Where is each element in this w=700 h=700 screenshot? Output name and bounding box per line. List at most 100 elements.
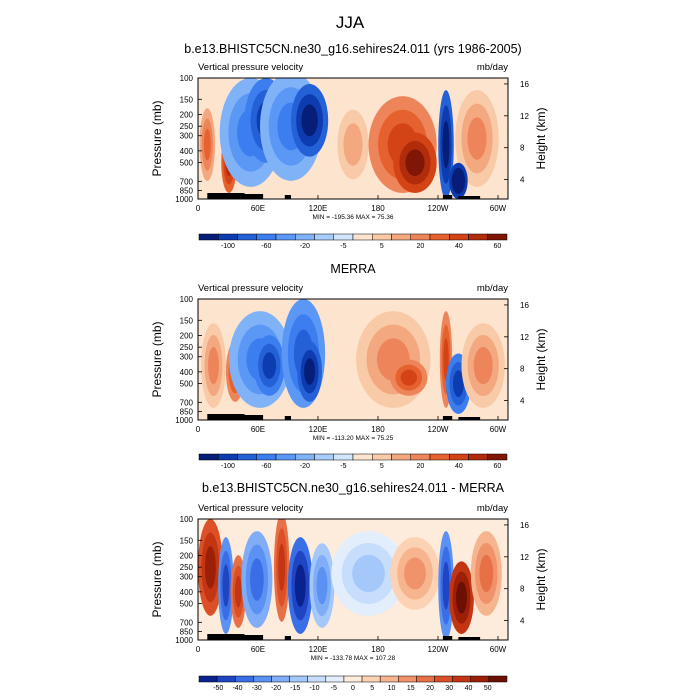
y2-tick-label: 8 [520, 585, 525, 594]
y-tick-label: 500 [180, 600, 194, 609]
colorbar-box [416, 675, 435, 683]
colorbar-box [372, 453, 392, 461]
x-tick-label: 180 [371, 645, 385, 654]
y2-tick-label: 12 [520, 333, 529, 342]
y-tick-label: 100 [180, 74, 194, 83]
colorbar-label: 5 [370, 685, 374, 692]
colorbar-label: 40 [455, 463, 463, 470]
colorbar-box [325, 675, 345, 683]
colorbar-box [256, 233, 277, 241]
y-tick-label: 500 [180, 159, 194, 168]
colorbar-box [218, 233, 238, 241]
y-tick-label: 1000 [175, 195, 193, 204]
field [198, 78, 508, 199]
contour-0-2 [208, 346, 219, 385]
y-tick-label: 150 [180, 316, 194, 325]
colorbar-box [470, 675, 490, 683]
field [198, 519, 508, 640]
panel-3: b.e13.BHISTC5CN.ne30_g16.sehires24.011 -… [150, 481, 548, 692]
contour-9-2 [442, 120, 450, 169]
colorbar-box [391, 453, 411, 461]
colorbar-label: 50 [484, 685, 492, 692]
colorbar-box [218, 453, 238, 461]
colorbar-box [449, 453, 469, 461]
contour-7-2 [352, 554, 385, 593]
x-tick-label: 0 [196, 425, 201, 434]
colorbar-box [398, 675, 417, 683]
field [198, 299, 508, 420]
contour-5-2 [294, 564, 306, 607]
topography-2 [284, 416, 291, 420]
y-tick-label: 1000 [175, 636, 193, 645]
colorbar-box [275, 233, 296, 241]
contour-3-2 [250, 558, 264, 601]
topography-1 [225, 635, 264, 640]
units-label: mb/day [477, 503, 508, 514]
contour-10-2 [467, 117, 487, 160]
y2-axis-title: Height (km) [534, 328, 548, 390]
topography-1 [225, 194, 264, 199]
x-tick-label: 120E [309, 645, 328, 654]
colorbar-box [198, 233, 219, 241]
y-tick-label: 700 [180, 398, 194, 407]
y-tick-label: 700 [180, 177, 194, 186]
colorbar-box [253, 675, 272, 683]
colorbar-label: -10 [309, 685, 319, 692]
colorbar-box [391, 233, 411, 241]
colorbar-box [468, 453, 488, 461]
plot-frame [197, 518, 509, 641]
colorbar-box [333, 233, 354, 241]
y-tick-label: 400 [180, 588, 194, 597]
colorbar-label: 5 [380, 463, 384, 470]
colorbar-box [372, 233, 392, 241]
units-label: mb/day [477, 283, 508, 294]
y2-axis-title: Height (km) [534, 107, 548, 169]
colorbar-box [289, 675, 308, 683]
y2-tick-label: 12 [520, 553, 529, 562]
y-tick-label: 700 [180, 618, 194, 627]
panel-title: b.e13.BHISTC5CN.ne30_g16.sehires24.011 -… [202, 481, 505, 495]
colorbar-label: -5 [331, 685, 337, 692]
colorbar-box [429, 453, 450, 461]
x-tick-label: 60W [490, 204, 507, 213]
colorbar-box [295, 453, 315, 461]
x-tick-label: 0 [196, 204, 201, 213]
topography-3 [442, 636, 453, 640]
y2-tick-label: 12 [520, 112, 529, 121]
topography-1 [225, 415, 264, 420]
colorbar-label: -60 [261, 463, 271, 470]
y-tick-label: 100 [180, 515, 194, 524]
colorbar-label: 20 [426, 685, 434, 692]
y-tick-label: 250 [180, 343, 194, 352]
y2-tick-label: 4 [520, 617, 525, 626]
y-tick-label: 850 [180, 407, 194, 416]
contour-4-2 [278, 543, 286, 592]
y2-tick-label: 8 [520, 144, 525, 153]
colorbar-box [343, 675, 363, 683]
panel-title: MERRA [330, 262, 376, 276]
y-axis-title: Pressure (mb) [150, 100, 164, 176]
panel-2: MERRA Vertical pressure velocity mb/day 100… [150, 262, 548, 470]
x-tick-label: 180 [371, 425, 385, 434]
panel-title: b.e13.BHISTC5CN.ne30_g16.sehires24.011 (… [184, 42, 521, 56]
colorbar-label: 0 [351, 685, 355, 692]
topography-2 [284, 636, 291, 640]
contour-9-2 [442, 561, 450, 610]
topography-4 [458, 196, 481, 199]
y-tick-label: 1000 [175, 416, 193, 425]
y-tick-label: 300 [180, 132, 194, 141]
contour-5-2 [304, 358, 316, 385]
colorbar-box [487, 233, 508, 241]
plot-frame [197, 77, 509, 200]
contour-5-2 [301, 104, 318, 137]
y2-tick-label: 8 [520, 365, 525, 374]
colorbar-label: 10 [388, 685, 396, 692]
stats-label: MIN = -195.36 MAX = 75.36 [313, 214, 394, 221]
colorbar-label: -60 [261, 243, 271, 250]
colorbar-box [410, 453, 431, 461]
y-tick-label: 250 [180, 122, 194, 131]
colorbar-label: -5 [340, 463, 346, 470]
colorbar-label: -20 [271, 685, 281, 692]
y2-tick-label: 4 [520, 397, 525, 406]
